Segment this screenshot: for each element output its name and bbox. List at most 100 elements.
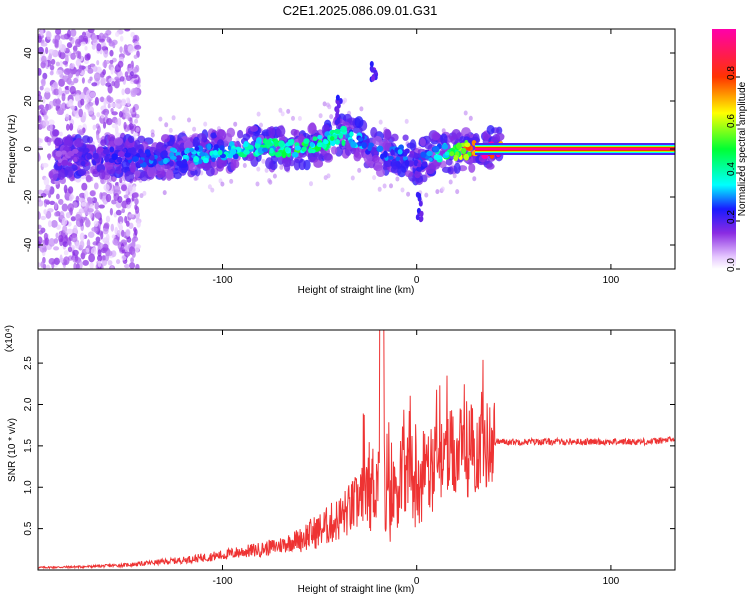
- colorbar-tick-label: 0.2: [726, 210, 737, 224]
- spectrogram-halo-point: [382, 128, 392, 141]
- spectrogram-noise-point: [119, 35, 124, 42]
- spectrogram-halo-point: [468, 163, 476, 173]
- spectrogram-noise-point: [58, 86, 63, 96]
- spectrogram-noise-point: [128, 222, 134, 229]
- spectrogram-noise-point: [125, 97, 130, 103]
- spectrogram-noise-point: [70, 52, 76, 60]
- spectrogram-ridge-point: [132, 156, 139, 162]
- spectrogram-ridge-point: [169, 160, 174, 167]
- y-tick-label: -20: [23, 189, 34, 204]
- spectrogram-noise-point: [359, 106, 364, 112]
- spectrogram-halo-point: [281, 157, 292, 168]
- spectrogram-noise-point: [127, 63, 132, 69]
- spectrogram-noise-point: [115, 131, 120, 138]
- spectrogram-noise-point: [63, 184, 68, 194]
- spectrogram-ridge-point: [395, 156, 401, 162]
- spectrogram-ridge-point: [330, 136, 335, 141]
- spectrogram-noise-point: [41, 78, 46, 87]
- spectrogram-x-ticks: -100 0 100: [212, 29, 620, 286]
- spectrogram-noise-point: [47, 153, 51, 161]
- spectrogram-noise-point: [79, 208, 84, 214]
- spectrogram-spike-point: [371, 75, 375, 82]
- spectrogram-noise-point: [134, 118, 139, 124]
- spectrogram-noise-point: [131, 239, 136, 248]
- spectrogram-noise-point: [107, 96, 114, 103]
- spectrogram-noise-point: [89, 190, 96, 197]
- spectrogram-panel: -100 0 100 -40 -20 0 20 40 Height of straight …: [7, 28, 748, 296]
- spectrogram-noise-point: [93, 220, 99, 227]
- spectrogram-halo-point: [49, 169, 59, 181]
- spectrogram-noise-point: [116, 229, 121, 237]
- spectrogram-noise-point: [39, 29, 44, 36]
- spectrogram-noise-point: [87, 29, 95, 34]
- spectrogram-noise-point: [102, 227, 109, 235]
- spectrogram-noise-point: [67, 81, 75, 86]
- spectrogram-noise-point: [83, 35, 88, 42]
- spectrogram-noise-point: [103, 98, 107, 107]
- colorbar-tick-label: 0.4: [726, 162, 737, 176]
- colorbar-tick-label: 0.6: [726, 114, 737, 128]
- spectrogram-y-label: Frequency (Hz): [7, 115, 18, 184]
- spectrogram-noise-point: [158, 116, 163, 122]
- spectrogram-noise-point: [94, 201, 100, 210]
- spectrogram-noise-point: [255, 181, 260, 187]
- spectrogram-noise-point: [103, 222, 110, 229]
- colorbar-ticks: 0.0 0.2 0.4 0.6 0.8: [726, 66, 740, 272]
- spectrogram-noise-point: [84, 45, 88, 51]
- spectrogram-noise-point: [110, 265, 114, 269]
- y-tick-label: 40: [23, 47, 34, 59]
- spectrogram-ridge-point: [380, 153, 385, 160]
- spectrogram-noise-point: [53, 88, 60, 96]
- spectrogram-noise-point: [286, 108, 291, 114]
- spectrogram-spike-point: [419, 215, 424, 222]
- spectrogram-noise-point: [115, 102, 121, 108]
- spectrogram-noise-point: [105, 215, 111, 223]
- spectrogram-noise-point: [261, 158, 266, 164]
- spectrogram-ridge-point: [169, 155, 177, 160]
- spectrogram-ridge-point: [182, 154, 189, 159]
- spectrogram-ridge-point: [349, 131, 354, 137]
- spectrogram-noise-point: [59, 131, 63, 137]
- spectrogram-ridge-point: [254, 142, 261, 150]
- spectrogram-ridge-point: [124, 152, 132, 158]
- spectrogram-halo-point: [139, 170, 149, 182]
- spectrogram-noise-point: [44, 87, 51, 93]
- spectrogram-noise-point: [107, 84, 113, 94]
- spectrogram-noise-point: [42, 119, 50, 127]
- spectrogram-ridge-point: [116, 156, 123, 163]
- spectrogram-noise-point: [323, 175, 328, 181]
- spectrogram-ridge-point: [243, 149, 250, 155]
- spectrogram-noise-point: [67, 246, 73, 253]
- spectrogram-ridge-point: [383, 151, 388, 158]
- spectrogram-halo-point: [354, 116, 364, 129]
- spectrogram-noise-point: [136, 220, 141, 228]
- spectrogram-noise-point: [120, 100, 127, 106]
- spectrogram-noise-point: [75, 58, 81, 67]
- spectrogram-noise-point: [98, 204, 105, 209]
- snr-x-ticks: -100 0 100: [212, 330, 620, 587]
- spectrogram-noise-point: [75, 241, 80, 249]
- spectrogram-ridge-point: [163, 158, 168, 165]
- spectrogram-halo-point: [188, 162, 198, 171]
- spectrogram-data: [38, 29, 675, 269]
- spectrogram-noise-point: [85, 174, 92, 183]
- spectrogram-noise-point: [58, 198, 64, 205]
- colorbar-label: Normalized spectral amplitude: [737, 81, 748, 216]
- spectrogram-noise-point: [105, 233, 110, 242]
- spectrogram-noise-point: [52, 129, 59, 137]
- spectrogram-noise-point: [119, 76, 125, 82]
- snr-frame: [37, 329, 676, 571]
- spectrogram-noise-point: [55, 69, 63, 76]
- spectrogram-noise-point: [111, 234, 116, 239]
- spectrogram-noise-point: [76, 50, 80, 59]
- spectrogram-noise-point: [91, 82, 98, 87]
- spectrogram-ridge-point: [340, 125, 347, 133]
- spectrogram-ridge-point: [334, 139, 340, 145]
- spectrogram-noise-point: [78, 260, 83, 269]
- spectrogram-noise-point: [43, 209, 48, 215]
- spectrogram-noise-point: [291, 115, 295, 121]
- spectrogram-noise-point: [164, 122, 169, 128]
- spectrogram-noise-point: [54, 211, 59, 217]
- spectrogram-halo-point: [74, 137, 84, 148]
- spectrogram-noise-point: [51, 219, 58, 228]
